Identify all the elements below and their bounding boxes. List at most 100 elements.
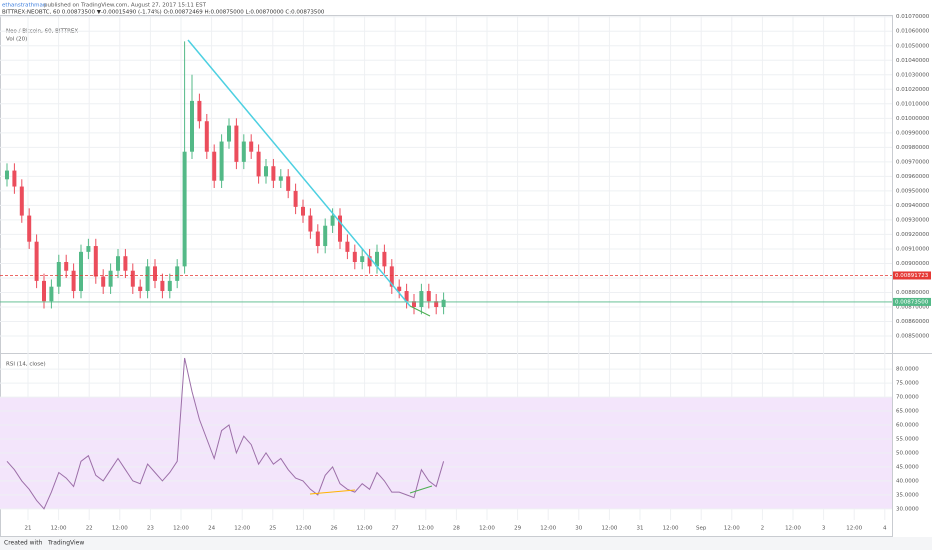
x-tick-label: 12:00 (112, 526, 128, 532)
y-tick-label: 0.00920000 (896, 232, 930, 238)
x-tick-label: 12:00 (601, 526, 617, 532)
y-tick-label: 0.00940000 (896, 203, 930, 209)
y-tick-label: 0.00900000 (896, 261, 930, 267)
y-tick-label: 70.0000 (896, 395, 919, 401)
candle-body (182, 151, 187, 267)
candle-body (375, 251, 379, 267)
x-tick-label: 30 (575, 526, 582, 532)
candle-body (42, 280, 46, 302)
candle-body (123, 256, 128, 271)
candle-body (204, 121, 209, 152)
candle-body (219, 141, 224, 181)
price-label-box (893, 297, 931, 306)
y-tick-label: 0.01060000 (896, 29, 930, 35)
y-tick-label: 0.01040000 (896, 58, 930, 64)
symbol-line: BITTREX:NEOBTC, 60 0.00873500 ▼-0.000154… (2, 10, 325, 16)
x-tick-label: 4 (883, 526, 887, 532)
y-tick-label: 0.00850000 (896, 334, 930, 340)
y-tick-label: 40.0000 (896, 478, 919, 484)
candle-body (19, 186, 24, 216)
candle-body (49, 286, 54, 302)
candle-body (345, 241, 350, 252)
candle-body (167, 280, 172, 292)
x-tick-label: 12:00 (724, 526, 740, 532)
candle-body (419, 291, 424, 308)
candle-body (12, 170, 17, 187)
x-tick-label: 21 (25, 526, 32, 532)
candle-body (227, 125, 231, 142)
indicator-title: Vol (20) (6, 37, 27, 43)
x-tick-label: 31 (637, 526, 644, 532)
x-tick-label: 3 (822, 526, 826, 532)
trend-line (187, 39, 411, 307)
y-tick-label: 0.01070000 (896, 14, 930, 20)
candle-body (389, 266, 394, 287)
y-tick-label: 55.0000 (896, 436, 919, 442)
y-tick-label: 60.0000 (896, 423, 919, 429)
y-tick-label: 45.0000 (896, 464, 919, 470)
candle-body (404, 291, 409, 302)
support-line (409, 305, 431, 317)
price-label: 0.00873500 (895, 299, 929, 305)
rsi-line (6, 357, 445, 510)
candle-body (330, 215, 335, 226)
y-tick-label: 0.01050000 (896, 43, 930, 49)
candle-body (197, 100, 202, 122)
candle-body (138, 286, 143, 292)
candle-body (212, 151, 217, 181)
y-tick-label: 0.00930000 (896, 217, 930, 223)
candle-body (278, 176, 283, 181)
candle-body (382, 251, 387, 267)
candle-body (352, 251, 357, 263)
y-tick-label: 0.00910000 (896, 246, 930, 252)
candle-body (93, 246, 98, 277)
candle-body (175, 266, 180, 281)
candle-body (101, 276, 106, 287)
candle-body (367, 256, 372, 267)
x-tick-label: 27 (392, 526, 399, 532)
x-tick-label: 29 (514, 526, 521, 532)
x-tick-label: 23 (147, 526, 154, 532)
y-tick-label: 0.00960000 (896, 174, 930, 180)
candle-body (64, 262, 69, 271)
y-tick-label: 65.0000 (896, 409, 919, 415)
candle-body (323, 225, 328, 247)
candle-body (234, 125, 239, 162)
x-tick-label: 12:00 (785, 526, 801, 532)
x-tick-label: Sep (696, 526, 707, 532)
candle-body (190, 100, 194, 152)
x-tick-label: 12:00 (357, 526, 373, 532)
y-tick-label: 80.0000 (896, 367, 919, 373)
footer-brand[interactable]: TradingView (47, 540, 84, 547)
rsi-divergence-line (309, 489, 356, 495)
footer-bar (0, 537, 932, 550)
y-tick-label: 0.00870000 (896, 305, 930, 311)
x-tick-label: 25 (269, 526, 276, 532)
candle-body (27, 215, 32, 242)
rsi-title: RSI (14, close) (6, 362, 46, 368)
candle-body (301, 206, 305, 216)
y-tick-label: 75.0000 (896, 381, 919, 387)
candle-body (249, 141, 254, 152)
candle-body (256, 151, 261, 177)
price-label-box (893, 271, 931, 280)
x-tick-label: 12:00 (540, 526, 556, 532)
y-tick-label: 0.00970000 (896, 159, 930, 165)
candle-body (412, 301, 416, 308)
candle-body (86, 246, 91, 252)
candle-body (271, 166, 276, 181)
candle-body (293, 190, 298, 207)
candle-body (360, 256, 365, 263)
y-tick-label: 35.0000 (896, 492, 919, 498)
x-tick-label: 12:00 (418, 526, 434, 532)
y-tick-label: 0.01030000 (896, 72, 930, 78)
x-tick-label: 26 (331, 526, 338, 532)
candle-body (315, 231, 320, 247)
candle-body (308, 215, 313, 232)
y-tick-label: 0.00950000 (896, 188, 930, 194)
candle-body (130, 270, 135, 287)
candle-body (71, 270, 76, 292)
candle-body (264, 166, 268, 177)
candle-body (153, 266, 157, 281)
frame (0, 15, 893, 537)
